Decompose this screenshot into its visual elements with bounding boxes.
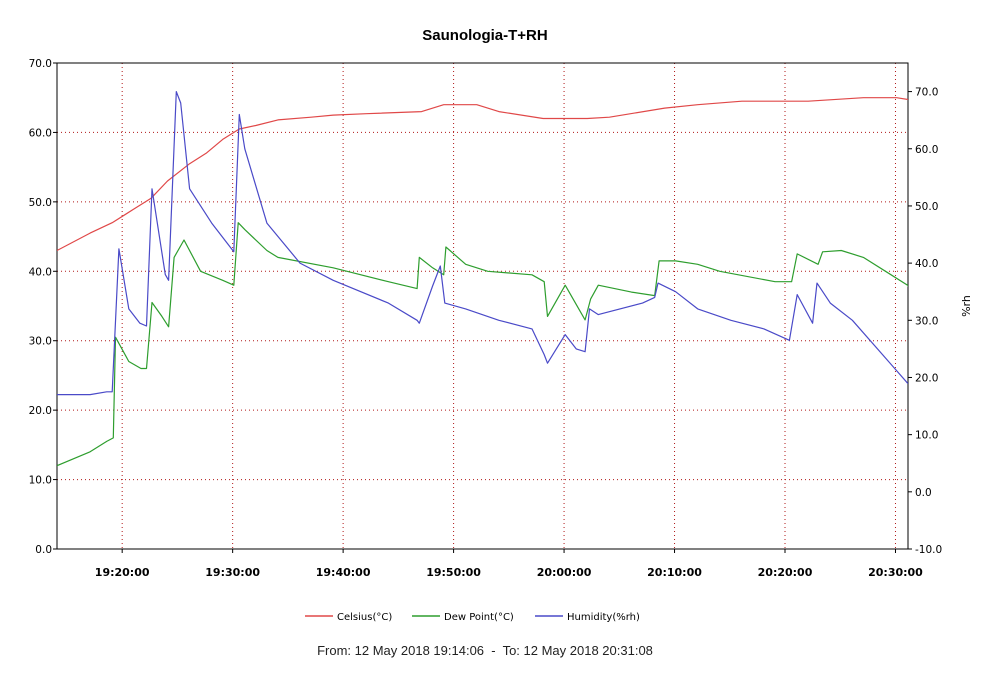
y-tick-label: 10.0 [29,475,52,487]
series-line-dew-point-c [57,222,908,467]
y-right-tick-label: 0.0 [915,487,932,499]
y-right-tick-label: 30.0 [915,315,938,327]
x-tick-label: 19:50:00 [426,566,481,579]
plot-area [56,62,909,550]
legend-label: Humidity(%rh) [567,612,640,623]
x-tick-label: 19:20:00 [95,566,150,579]
y-axis-right-label: %rh [960,295,973,317]
x-tick-label: 19:40:00 [316,566,371,579]
series-line-humidity-rh [57,90,908,396]
y-tick-label: 30.0 [29,336,52,348]
y-tick-label: 20.0 [29,405,52,417]
y-right-tick-label: 60.0 [915,144,938,156]
y-right-tick-label: 40.0 [915,258,938,270]
y-tick-label: 0.0 [35,544,52,556]
y-right-tick-label: 50.0 [915,201,938,213]
x-tick-label: 20:10:00 [647,566,702,579]
series-lines [57,90,908,467]
series-line-celsius-c [57,97,908,252]
y-right-tick-label: 10.0 [915,430,938,442]
y-tick-label: 70.0 [29,58,52,70]
grid [57,62,908,549]
x-tick-label: 20:00:00 [537,566,592,579]
chart-title: Saunologia-T+RH [422,27,547,44]
y-axis-right: -10.0 0.0 10.0 20.0 30.0 40.0 50.0 60.0 70.0 [908,87,942,556]
x-axis: 19:20:00 19:30:00 19:40:00 19:50:00 20:00:00… [95,549,923,579]
y-tick-label: 40.0 [29,266,52,278]
y-right-tick-label: -10.0 [915,544,942,556]
x-tick-label: 20:30:00 [868,566,923,579]
y-right-tick-label: 20.0 [915,372,938,384]
y-tick-label: 50.0 [29,197,52,209]
date-range-footer: From: 12 May 2018 19:14:06 - To: 12 May … [317,643,653,658]
legend-label: Dew Point(°C) [444,612,514,623]
y-axis-left: 0.0 10.0 20.0 30.0 40.0 50.0 60.0 70.0 [29,58,57,556]
x-tick-label: 19:30:00 [205,566,260,579]
y-tick-label: 60.0 [29,127,52,139]
legend-label: Celsius(°C) [337,612,392,623]
x-tick-label: 20:20:00 [758,566,813,579]
y-right-tick-label: 70.0 [915,87,938,99]
legend: Celsius(°C) Dew Point(°C) Humidity(%rh) [305,612,640,623]
